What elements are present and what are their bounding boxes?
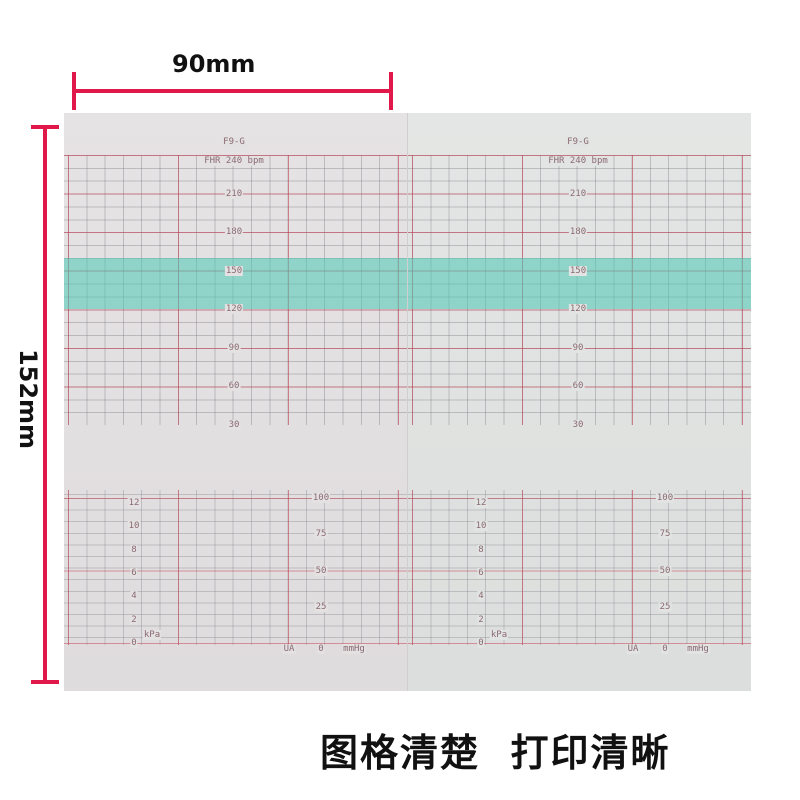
kpa-tick-label: 6 [477,567,485,578]
height-dimension-label: 152mm [14,348,43,450]
width-dimension-tick-right [389,72,393,110]
ua-mmhg-tick-label: 25 [314,601,328,612]
ua-mmhg-tick-label: 50 [658,565,672,576]
fhr-tick-label: 150 [224,265,244,276]
ua-mmhg-tick-label: 75 [314,529,328,540]
kpa-tick-label: 10 [127,521,141,532]
height-dimension-line [43,127,47,683]
kpa-tick-label: 8 [477,544,485,555]
paper-model-label: F9-G [566,137,590,147]
kpa-tick-label: 12 [127,497,141,508]
ua-label: UA [626,644,640,654]
fhr-tick-label: 210 [224,188,244,199]
fhr-tick-label: 210 [568,188,588,199]
fhr-tick-label: 150 [568,265,588,276]
fhr-tick-label: 90 [227,342,241,353]
ua-grid [64,490,407,645]
fhr-title-label: FHR 240 bpm [203,156,265,166]
kpa-tick-label: 4 [130,591,138,602]
kpa-tick-label: 12 [474,497,488,508]
ua-mmhg-tick-label: 75 [658,529,672,540]
kpa-tick-label: 0 [477,638,485,648]
fhr-tick-label: 30 [571,420,585,430]
ctg-paper: F9-G FHR 240 bpm 210 180 150 120 90 60 30 100 75 50… [64,113,751,691]
caption: 图格清楚 打印清晰 [320,731,671,775]
kpa-tick-label: 8 [130,544,138,555]
fhr-title-label: FHR 240 bpm [547,156,609,166]
ua-mmhg-tick-label: 25 [658,601,672,612]
ua-mmhg-tick-label: 50 [314,565,328,576]
height-dimension-tick-bottom [31,680,59,684]
fhr-tick-label: 120 [224,304,244,315]
kpa-tick-label: 4 [477,591,485,602]
height-dimension-tick-top [31,125,59,129]
kpa-unit-label: kPa [489,630,509,640]
paper-model-label: F9-G [222,137,246,147]
ua-zero-label: 0 [661,644,669,654]
fhr-tick-label: 180 [224,227,244,238]
ua-mmhg-tick-label: 100 [311,493,331,503]
ua-unit-label: mmHg [342,644,366,654]
fhr-tick-label: 60 [227,381,241,392]
fhr-tick-label: 60 [571,381,585,392]
kpa-unit-label: kPa [142,630,162,640]
width-dimension-tick-left [72,72,76,110]
ua-zero-label: 0 [317,644,325,654]
fhr-tick-label: 30 [227,420,241,430]
ua-grid [408,490,751,645]
fhr-tick-label: 120 [568,304,588,315]
paper-page-left: F9-G FHR 240 bpm 210 180 150 120 90 60 30 100 75 50… [64,113,407,691]
width-dimension-line [74,89,392,93]
fhr-tick-label: 90 [571,342,585,353]
kpa-tick-label: 10 [474,521,488,532]
fhr-tick-label: 180 [568,227,588,238]
kpa-tick-label: 2 [130,614,138,625]
width-dimension-label: 90mm [172,50,256,78]
kpa-tick-label: 2 [477,614,485,625]
ua-mmhg-tick-label: 100 [655,493,675,503]
kpa-tick-label: 0 [130,638,138,648]
kpa-tick-label: 6 [130,567,138,578]
ua-unit-label: mmHg [686,644,710,654]
ua-label: UA [282,644,296,654]
paper-page-right: F9-G FHR 240 bpm 210 180 150 120 90 60 30 100 75 50… [407,113,751,691]
